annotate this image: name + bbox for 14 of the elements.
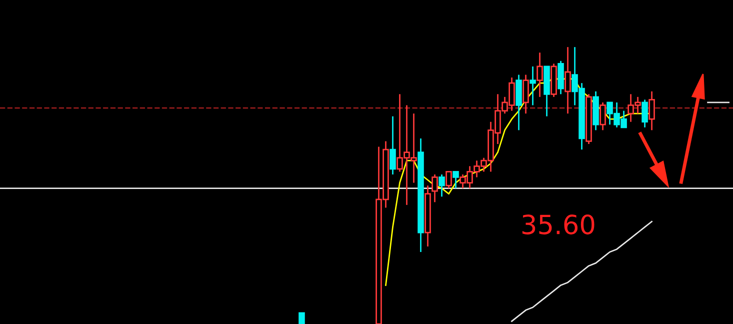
candlestick	[438, 174, 445, 198]
candlestick	[432, 174, 438, 203]
candlestick	[298, 312, 305, 324]
candlestick	[390, 116, 396, 176]
candlestick	[452, 170, 459, 190]
candlestick	[600, 102, 606, 131]
candlestick	[648, 90, 655, 131]
candlestick	[536, 52, 543, 98]
candlestick	[522, 74, 529, 114]
annotation: 35.60	[522, 214, 594, 234]
candlestick	[446, 170, 452, 190]
candlestick	[564, 46, 571, 114]
candlestick	[530, 66, 536, 106]
candlestick	[642, 98, 648, 128]
